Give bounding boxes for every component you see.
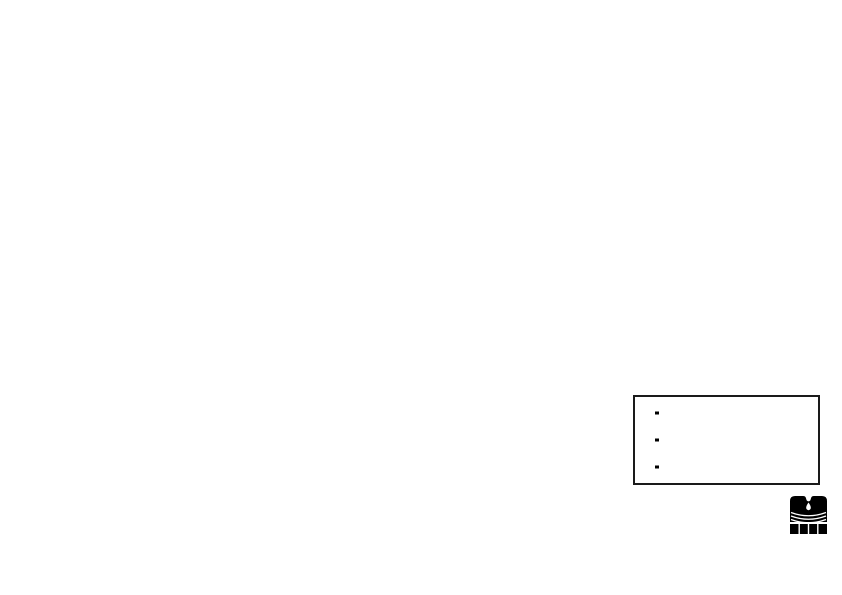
legend-entry-29.5m xyxy=(635,400,818,426)
terc-logo-icon xyxy=(790,496,827,534)
blue-line-sample-icon xyxy=(655,465,659,469)
red-line-sample-icon xyxy=(655,411,659,415)
green-line-sample-icon xyxy=(655,438,659,442)
legend-entry-1.6m xyxy=(635,454,818,480)
legend-box xyxy=(633,395,820,485)
legend-entry-12.3m xyxy=(635,427,818,453)
